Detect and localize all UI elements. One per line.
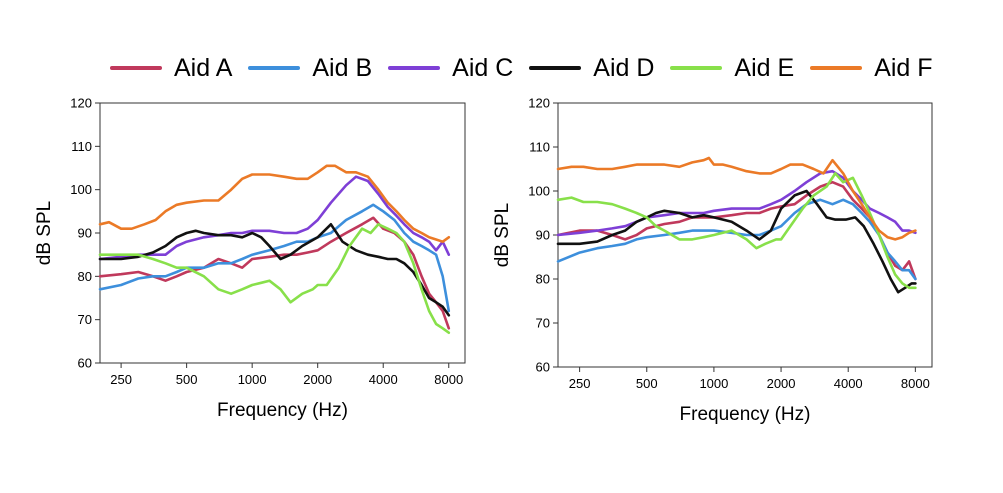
x-axis-label: Frequency (Hz) [680,404,811,425]
x-tick-label: 1000 [699,376,728,391]
y-tick-label: 80 [536,272,550,287]
legend-swatch [248,66,301,70]
legend-swatch [388,66,441,70]
legend-swatch [670,66,723,70]
y-tick-label: 90 [536,228,550,243]
y-tick-label: 70 [536,316,550,331]
y-axis-label: dB SPL [34,201,55,265]
series-line-aid-f [98,164,451,243]
y-tick-label: 120 [528,96,550,111]
series-line-aid-b [98,203,451,313]
legend-label: Aid E [734,53,795,82]
x-tick-label: 4000 [834,376,863,391]
y-tick-label: 90 [78,226,92,241]
series-line-aid-b [556,198,917,281]
y-tick-label: 110 [71,139,92,154]
y-tick-label: 60 [78,356,92,371]
legend-label: Aid C [452,53,514,82]
x-tick-label: 2000 [767,376,796,391]
x-tick-label: 500 [636,376,658,391]
y-tick-label: 60 [536,360,550,375]
y-axis-label: dB SPL [492,203,513,267]
legend-item: Aid C [388,54,513,83]
series-line-aid-f [556,156,917,241]
legend-swatch [110,66,162,70]
series-line-aid-d [98,223,451,317]
x-tick-label: 250 [569,376,591,391]
legend: Aid A Aid B Aid C Aid D Aid E Aid F [110,50,933,86]
x-tick-label: 8000 [901,376,930,391]
legend-swatch [529,66,582,70]
legend-item: Aid F [810,53,933,83]
x-tick-label: 500 [176,372,198,387]
series-line-aid-e [556,172,917,290]
series-line-aid-d [556,189,917,294]
legend-swatch [810,66,863,70]
legend-item: Aid E [670,54,794,83]
x-tick-label: 2000 [303,372,332,387]
x-axis-label: Frequency (Hz) [217,400,348,421]
legend-item: Aid B [248,54,372,83]
y-tick-label: 110 [529,140,550,155]
x-tick-label: 250 [110,372,132,387]
x-tick-label: 1000 [238,372,267,387]
legend-label: Aid D [593,53,655,82]
series-line-aid-e [98,223,451,334]
x-tick-label: 4000 [369,372,398,387]
chart-panel-2: 60 70 80 90 100 110 120 250 500 1000 2000 4000 8000 F… [492,96,933,425]
y-tick-label: 80 [78,269,92,284]
y-tick-label: 70 [78,312,92,327]
y-tick-label: 100 [528,184,550,199]
legend-item: Aid A [110,54,232,83]
legend-label: Aid F [874,53,933,82]
series-line-aid-c [98,175,451,261]
chart-panel-1: 60 70 80 90 100 110 120 250 500 1000 2000 4000 8000 F… [34,96,466,421]
series-line-aid-a [98,216,451,330]
y-tick-label: 120 [70,96,92,111]
legend-item: Aid D [529,54,654,83]
y-tick-label: 100 [70,182,92,197]
legend-label: Aid B [312,53,373,82]
x-tick-label: 8000 [434,372,463,387]
legend-label: Aid A [174,53,233,82]
